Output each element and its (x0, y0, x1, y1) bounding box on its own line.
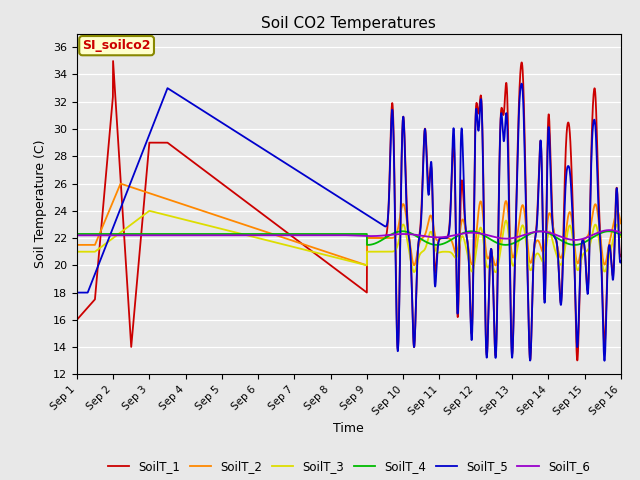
SoilT_2 (73, 242, 81, 248)
SoilT_2 (607, 235, 614, 241)
SoilT_2 (168, 198, 175, 204)
SoilT_2 (282, 236, 289, 241)
SoilT_6 (73, 232, 81, 238)
SoilT_6 (607, 227, 614, 233)
SoilT_4 (607, 228, 614, 234)
SoilT_3 (73, 249, 81, 254)
SoilT_2 (135, 187, 143, 192)
SoilT_2 (617, 220, 625, 226)
SoilT_1 (73, 317, 81, 323)
X-axis label: Time: Time (333, 422, 364, 435)
SoilT_6 (617, 230, 625, 236)
SoilT_2 (305, 243, 313, 249)
SoilT_3 (168, 214, 175, 219)
SoilT_1 (548, 196, 556, 202)
SoilT_4 (135, 231, 143, 237)
SoilT_3 (548, 235, 556, 241)
SoilT_1 (168, 143, 175, 148)
SoilT_2 (116, 180, 124, 186)
SoilT_6 (167, 232, 175, 238)
Line: SoilT_1: SoilT_1 (77, 61, 621, 360)
SoilT_5 (305, 175, 313, 181)
SoilT_1 (135, 256, 143, 262)
SoilT_5 (135, 158, 143, 164)
SoilT_6 (282, 232, 289, 238)
SoilT_1 (617, 253, 625, 259)
SoilT_5 (518, 81, 525, 86)
Title: Soil CO2 Temperatures: Soil CO2 Temperatures (261, 16, 436, 31)
SoilT_1 (573, 358, 581, 363)
SoilT_4 (73, 231, 81, 237)
SoilT_2 (492, 263, 499, 268)
SoilT_1 (607, 248, 614, 253)
SoilT_5 (617, 258, 625, 264)
Line: SoilT_3: SoilT_3 (77, 211, 621, 272)
SoilT_5 (282, 160, 289, 166)
SoilT_5 (600, 358, 608, 364)
SoilT_3 (135, 216, 143, 222)
SoilT_3 (607, 248, 614, 254)
Text: SI_soilco2: SI_soilco2 (83, 39, 151, 52)
Y-axis label: Soil Temperature (C): Soil Temperature (C) (35, 140, 47, 268)
Line: SoilT_2: SoilT_2 (77, 183, 621, 265)
SoilT_1 (305, 246, 313, 252)
SoilT_4 (617, 232, 625, 238)
SoilT_3 (305, 248, 313, 254)
SoilT_5 (548, 207, 556, 213)
SoilT_4 (548, 232, 556, 238)
SoilT_4 (571, 242, 579, 248)
SoilT_5 (607, 248, 614, 254)
SoilT_5 (73, 290, 81, 296)
Legend: SoilT_1, SoilT_2, SoilT_3, SoilT_4, SoilT_5, SoilT_6: SoilT_1, SoilT_2, SoilT_3, SoilT_4, Soil… (103, 455, 595, 478)
SoilT_6 (605, 227, 613, 233)
SoilT_6 (572, 237, 579, 243)
SoilT_4 (282, 231, 289, 237)
Line: SoilT_4: SoilT_4 (77, 231, 621, 245)
SoilT_5 (167, 87, 175, 93)
Line: SoilT_6: SoilT_6 (77, 230, 621, 240)
Line: SoilT_5: SoilT_5 (77, 84, 621, 361)
SoilT_3 (282, 242, 289, 248)
SoilT_3 (145, 208, 153, 214)
SoilT_2 (548, 218, 556, 224)
SoilT_4 (167, 231, 175, 237)
SoilT_4 (605, 228, 613, 234)
SoilT_1 (282, 228, 289, 234)
SoilT_3 (617, 234, 625, 240)
SoilT_1 (109, 58, 117, 64)
SoilT_4 (305, 231, 313, 237)
SoilT_6 (135, 232, 143, 238)
SoilT_3 (492, 269, 499, 275)
SoilT_6 (548, 230, 556, 236)
SoilT_6 (305, 232, 313, 238)
